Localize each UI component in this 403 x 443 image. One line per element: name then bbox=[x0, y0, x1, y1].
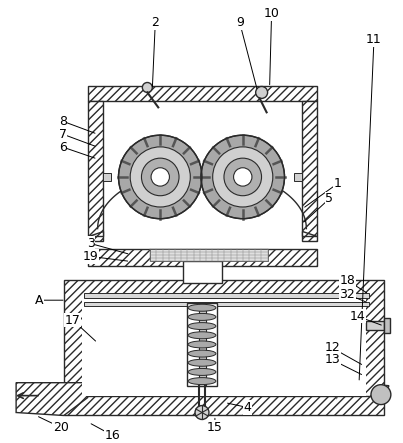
Text: 20: 20 bbox=[53, 421, 69, 434]
Circle shape bbox=[142, 82, 152, 93]
Bar bbox=[295, 173, 302, 181]
Circle shape bbox=[201, 135, 285, 219]
Polygon shape bbox=[302, 231, 317, 236]
Polygon shape bbox=[195, 371, 389, 403]
Polygon shape bbox=[16, 383, 88, 416]
Text: 5: 5 bbox=[325, 192, 333, 205]
Bar bbox=[366, 321, 384, 330]
Ellipse shape bbox=[188, 359, 216, 366]
Text: 8: 8 bbox=[59, 115, 67, 128]
Circle shape bbox=[151, 168, 169, 186]
Bar bbox=[187, 303, 217, 386]
Bar bbox=[82, 298, 366, 380]
Text: 11: 11 bbox=[366, 33, 382, 46]
Ellipse shape bbox=[188, 350, 216, 357]
Text: 19: 19 bbox=[83, 250, 99, 263]
Circle shape bbox=[234, 168, 252, 186]
Bar bbox=[64, 396, 384, 416]
Text: 14: 14 bbox=[349, 310, 365, 323]
Text: 4: 4 bbox=[244, 401, 251, 414]
Bar bbox=[88, 101, 103, 241]
Text: 12: 12 bbox=[324, 342, 340, 354]
Ellipse shape bbox=[188, 377, 216, 385]
Circle shape bbox=[224, 158, 262, 196]
Ellipse shape bbox=[188, 304, 216, 311]
Bar bbox=[302, 101, 317, 241]
Circle shape bbox=[195, 405, 209, 420]
Text: 7: 7 bbox=[59, 128, 67, 141]
Text: 32: 32 bbox=[339, 288, 355, 301]
Bar bbox=[88, 249, 317, 266]
Text: 2: 2 bbox=[152, 16, 159, 29]
Ellipse shape bbox=[188, 341, 216, 348]
Bar bbox=[82, 380, 366, 396]
Circle shape bbox=[256, 86, 268, 98]
Ellipse shape bbox=[188, 323, 216, 330]
Bar bbox=[199, 303, 206, 386]
Circle shape bbox=[130, 147, 190, 207]
Bar bbox=[103, 101, 302, 241]
Circle shape bbox=[141, 158, 179, 196]
Circle shape bbox=[118, 135, 202, 219]
Bar bbox=[64, 280, 384, 398]
Bar bbox=[150, 249, 268, 261]
Text: 1: 1 bbox=[333, 177, 341, 190]
Text: 16: 16 bbox=[105, 429, 120, 442]
Bar bbox=[103, 173, 110, 181]
Circle shape bbox=[213, 147, 273, 207]
Text: 3: 3 bbox=[87, 237, 95, 250]
Text: 15: 15 bbox=[207, 421, 223, 434]
Text: 13: 13 bbox=[324, 354, 340, 366]
Polygon shape bbox=[88, 231, 103, 236]
Bar bbox=[384, 318, 390, 333]
Bar bbox=[84, 302, 369, 306]
Text: 9: 9 bbox=[236, 16, 244, 29]
Text: 6: 6 bbox=[59, 140, 67, 154]
Text: 17: 17 bbox=[65, 314, 81, 326]
Bar bbox=[88, 86, 317, 101]
Text: 18: 18 bbox=[339, 274, 355, 287]
Ellipse shape bbox=[188, 369, 216, 375]
Circle shape bbox=[371, 385, 391, 404]
Ellipse shape bbox=[188, 314, 216, 320]
Bar bbox=[183, 261, 222, 283]
Bar bbox=[84, 293, 369, 298]
Text: A: A bbox=[35, 294, 43, 307]
Text: 10: 10 bbox=[264, 8, 280, 20]
Ellipse shape bbox=[188, 332, 216, 339]
Polygon shape bbox=[98, 169, 306, 241]
